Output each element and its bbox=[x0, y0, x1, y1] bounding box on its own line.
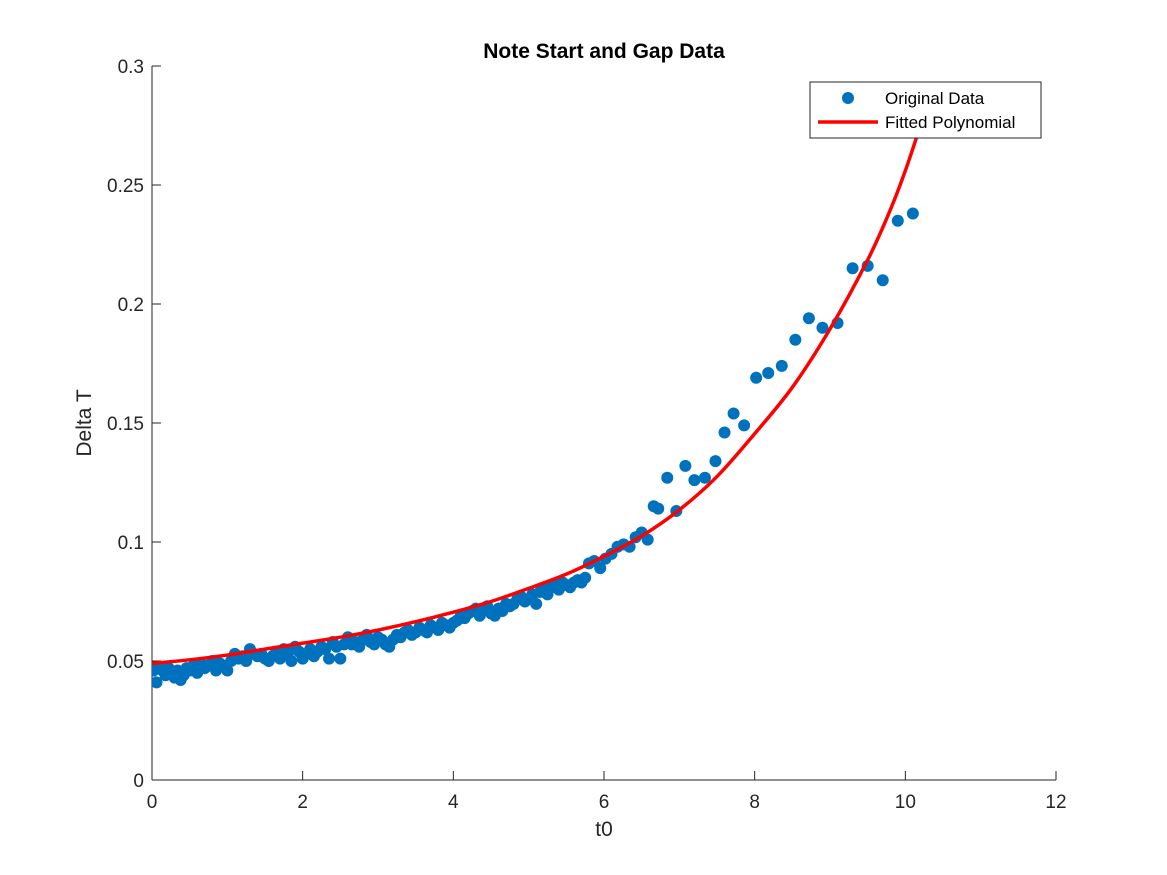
data-points bbox=[152, 0, 938, 689]
data-point bbox=[285, 655, 298, 667]
data-point bbox=[891, 214, 904, 227]
x-axis-label: t0 bbox=[595, 818, 613, 841]
x-tick-label: 2 bbox=[297, 792, 308, 813]
data-point bbox=[530, 597, 543, 610]
plot-content bbox=[152, 0, 938, 689]
y-tick-label: 0 bbox=[133, 771, 144, 792]
data-point bbox=[718, 426, 731, 439]
data-point bbox=[816, 321, 829, 334]
x-axis-ticks: 0 2 4 6 8 10 12 bbox=[147, 771, 1067, 813]
x-tick-label: 0 bbox=[147, 792, 158, 813]
legend-marker-original-data bbox=[842, 92, 854, 104]
y-axis-label: Delta T bbox=[73, 389, 96, 456]
data-point bbox=[240, 655, 253, 667]
legend: Original Data Fitted Polynomial bbox=[809, 81, 1042, 139]
data-point bbox=[221, 664, 234, 677]
x-tick-label: 12 bbox=[1045, 792, 1066, 813]
data-point bbox=[698, 471, 711, 484]
plot-area bbox=[152, 66, 1056, 780]
data-point bbox=[579, 571, 592, 584]
y-tick-label: 0.3 bbox=[118, 57, 144, 78]
y-tick-label: 0.2 bbox=[118, 295, 144, 316]
data-point bbox=[319, 643, 332, 656]
data-point bbox=[876, 274, 889, 287]
chart-title: Note Start and Gap Data bbox=[483, 40, 725, 63]
data-point bbox=[688, 474, 701, 487]
data-point bbox=[661, 471, 674, 484]
data-point bbox=[594, 562, 607, 575]
y-tick-label: 0.25 bbox=[107, 176, 144, 197]
data-point bbox=[906, 207, 919, 220]
fitted-curve-layer bbox=[152, 88, 934, 666]
x-tick-label: 6 bbox=[599, 792, 610, 813]
data-point bbox=[775, 359, 788, 372]
data-point bbox=[802, 312, 815, 325]
data-point bbox=[926, 0, 938, 6]
data-point bbox=[334, 652, 347, 665]
data-point bbox=[762, 367, 775, 380]
data-point bbox=[652, 502, 665, 515]
y-axis-ticks: 0 0.05 0.1 0.15 0.2 0.25 0.3 bbox=[107, 57, 161, 792]
data-point bbox=[789, 333, 802, 346]
y-tick-label: 0.05 bbox=[107, 652, 144, 673]
x-tick-label: 4 bbox=[448, 792, 459, 813]
data-point bbox=[152, 676, 163, 689]
x-tick-label: 8 bbox=[749, 792, 760, 813]
data-point bbox=[323, 652, 336, 665]
data-point bbox=[738, 419, 751, 432]
data-point bbox=[679, 459, 692, 472]
data-point bbox=[846, 262, 859, 275]
data-point bbox=[750, 371, 763, 384]
y-tick-label: 0.1 bbox=[118, 533, 144, 554]
data-point bbox=[709, 455, 722, 468]
data-point bbox=[727, 407, 740, 420]
legend-box bbox=[809, 81, 1042, 139]
fitted-polynomial-curve bbox=[152, 88, 934, 666]
legend-label-fitted-polynomial: Fitted Polynomial bbox=[885, 113, 1015, 132]
x-tick-label: 10 bbox=[895, 792, 916, 813]
y-tick-label: 0.15 bbox=[107, 414, 144, 435]
legend-label-original-data: Original Data bbox=[885, 89, 985, 108]
data-point bbox=[641, 533, 654, 546]
